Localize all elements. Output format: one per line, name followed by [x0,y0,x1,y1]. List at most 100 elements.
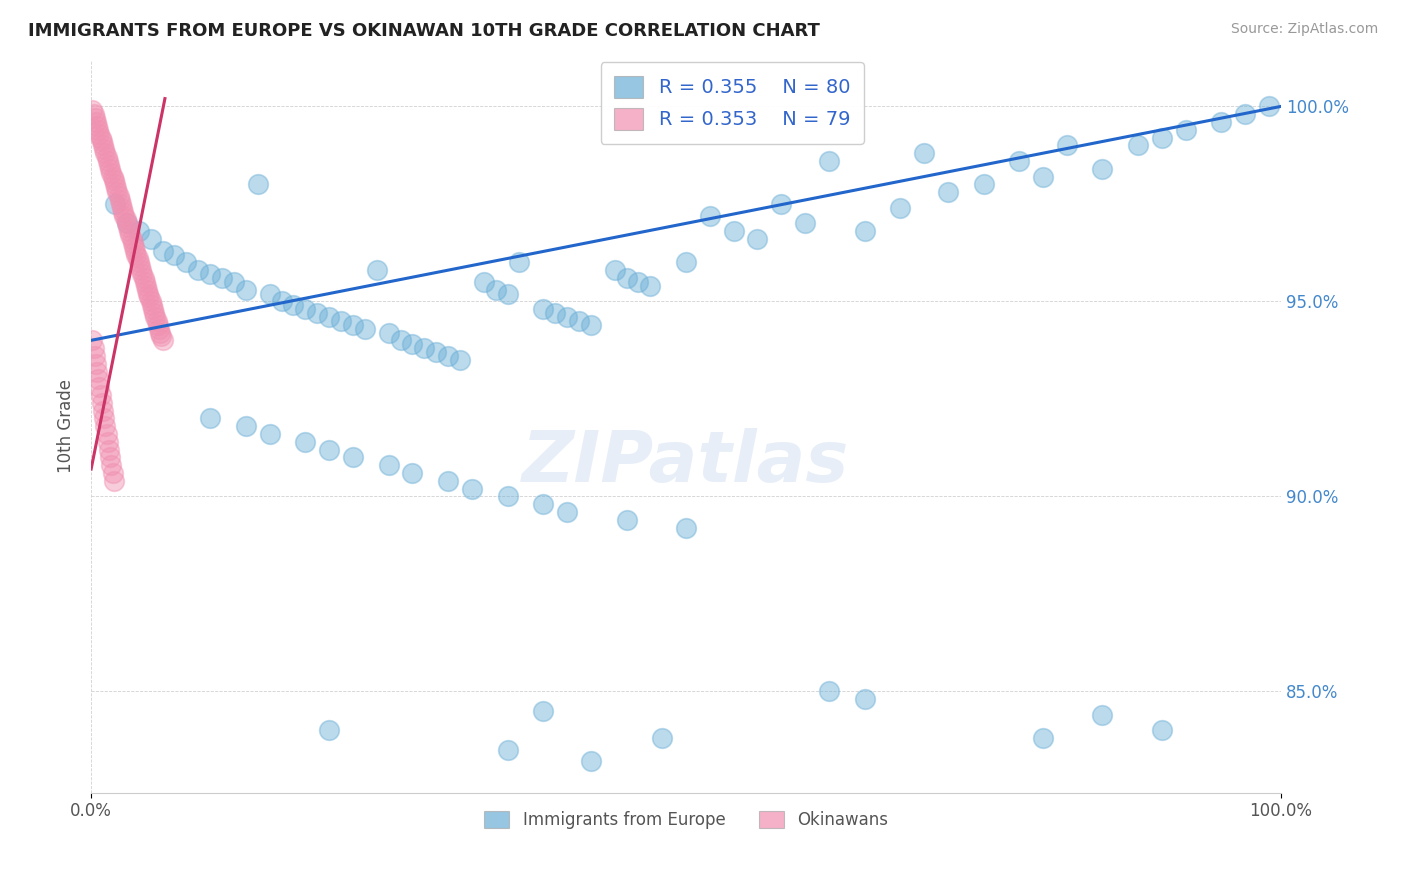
Point [121,235,143,250]
Point [115,216,138,230]
Point [83,341,105,355]
Point [86,119,108,133]
Point [544,306,567,320]
Point [425,345,447,359]
Point [437,349,460,363]
Point [259,426,281,441]
Point [83,107,105,121]
Point [853,692,876,706]
Point [141,298,163,312]
Point [330,314,353,328]
Text: IMMIGRANTS FROM EUROPE VS OKINAWAN 10TH GRADE CORRELATION CHART: IMMIGRANTS FROM EUROPE VS OKINAWAN 10TH … [28,22,820,40]
Point [294,302,316,317]
Point [94,419,117,434]
Point [89,127,111,141]
Point [627,275,650,289]
Point [98,450,121,465]
Point [114,209,136,223]
Point [98,442,121,457]
Point [100,166,122,180]
Point [342,450,364,465]
Point [531,704,554,718]
Point [90,135,112,149]
Point [912,146,935,161]
Point [91,403,114,417]
Point [294,434,316,449]
Point [675,520,697,534]
Point [90,395,112,409]
Point [136,286,159,301]
Point [89,380,111,394]
Point [342,318,364,332]
Point [235,419,257,434]
Point [129,259,152,273]
Point [97,434,120,449]
Point [936,185,959,199]
Point [401,337,423,351]
Point [139,232,162,246]
Point [246,178,269,192]
Point [139,294,162,309]
Point [413,341,436,355]
Point [318,442,340,457]
Point [675,255,697,269]
Point [283,298,305,312]
Point [1211,115,1233,129]
Point [531,497,554,511]
Point [108,193,131,207]
Point [145,314,167,328]
Point [437,474,460,488]
Point [150,329,173,343]
Point [889,201,911,215]
Point [143,306,166,320]
Point [531,302,554,317]
Point [111,201,134,215]
Point [496,743,519,757]
Point [235,283,257,297]
Point [651,731,673,745]
Point [128,224,150,238]
Point [103,173,125,187]
Point [485,283,508,297]
Point [91,138,114,153]
Point [97,153,120,168]
Point [1008,153,1031,168]
Point [817,684,839,698]
Point [145,310,167,324]
Point [124,244,146,258]
Point [104,197,127,211]
Point [1174,123,1197,137]
Point [105,181,128,195]
Point [90,130,112,145]
Point [1032,731,1054,745]
Point [1032,169,1054,184]
Point [1091,707,1114,722]
Point [1150,130,1173,145]
Point [93,411,115,425]
Point [96,426,118,441]
Point [83,349,105,363]
Point [211,271,233,285]
Point [307,306,329,320]
Point [616,513,638,527]
Point [114,212,136,227]
Point [794,216,817,230]
Point [1258,99,1281,113]
Point [149,326,172,340]
Point [318,723,340,738]
Point [377,458,399,472]
Point [101,169,124,184]
Point [104,178,127,192]
Point [389,334,412,348]
Point [163,247,186,261]
Point [128,255,150,269]
Point [973,178,995,192]
Point [1128,138,1150,153]
Point [120,228,142,243]
Point [84,115,107,129]
Point [148,321,170,335]
Point [98,158,121,172]
Point [90,388,112,402]
Point [83,111,105,125]
Point [640,278,662,293]
